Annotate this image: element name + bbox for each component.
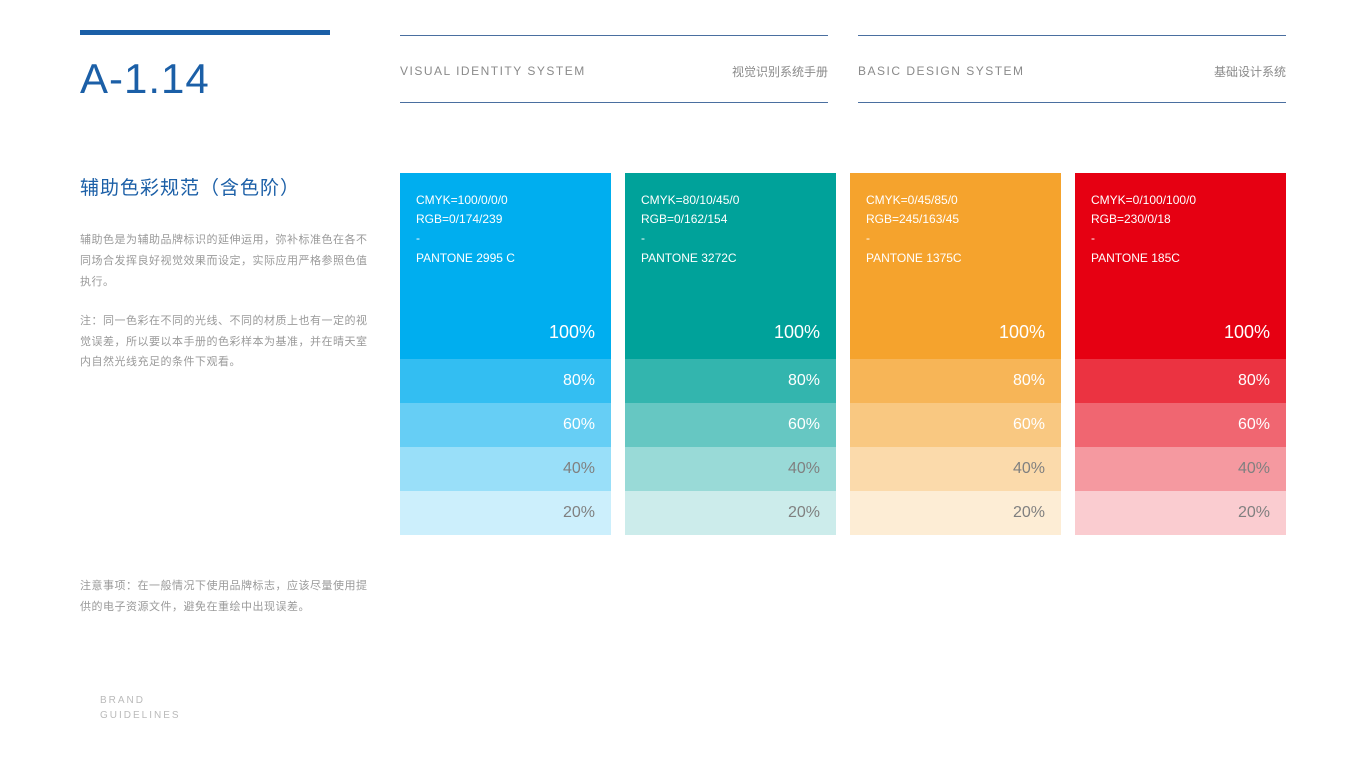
swatch-step: 20% [400, 491, 611, 535]
swatch-rgb: RGB=245/163/45 [866, 210, 1045, 229]
swatch-step: 60% [625, 403, 836, 447]
swatch-pct-100: 100% [416, 318, 595, 347]
swatch-step: 80% [850, 359, 1061, 403]
swatch-step: 80% [625, 359, 836, 403]
swatch-step: 20% [1075, 491, 1286, 535]
swatch-column: CMYK=0/100/100/0RGB=230/0/18-PANTONE 185… [1075, 173, 1286, 535]
header-left: A-1.14 [80, 30, 370, 103]
swatch-rgb: RGB=0/162/154 [641, 210, 820, 229]
header-block-basic: BASIC DESIGN SYSTEM 基础设计系统 [858, 35, 1286, 103]
left-column: 辅助色彩规范（含色阶） 辅助色是为辅助品牌标识的延伸运用，弥补标准色在各不同场合… [80, 173, 370, 535]
swatch-rgb: RGB=0/174/239 [416, 210, 595, 229]
swatch-column: CMYK=0/45/85/0RGB=245/163/45-PANTONE 137… [850, 173, 1061, 535]
swatch-pantone: PANTONE 1375C [866, 249, 1045, 268]
swatch-pantone: PANTONE 3272C [641, 249, 820, 268]
swatch-pct-100: 100% [866, 318, 1045, 347]
page-title: 辅助色彩规范（含色阶） [80, 173, 370, 200]
description-2: 注：同一色彩在不同的光线、不同的材质上也有一定的视觉误差，所以要以本手册的色彩样… [80, 311, 370, 374]
swatch-dash: - [866, 229, 1045, 248]
swatch-info: CMYK=80/10/45/0RGB=0/162/154-PANTONE 327… [641, 191, 820, 268]
brand-footer-line2: GUIDELINES [100, 708, 181, 723]
swatch-info: CMYK=0/45/85/0RGB=245/163/45-PANTONE 137… [866, 191, 1045, 268]
swatch-step: 80% [400, 359, 611, 403]
swatch-step: 40% [625, 447, 836, 491]
accent-bar [80, 30, 330, 35]
swatch-column: CMYK=80/10/45/0RGB=0/162/154-PANTONE 327… [625, 173, 836, 535]
swatch-grid: CMYK=100/0/0/0RGB=0/174/239-PANTONE 2995… [400, 173, 1286, 535]
swatch-step: 60% [850, 403, 1061, 447]
swatch-dash: - [1091, 229, 1270, 248]
swatch-step: 20% [850, 491, 1061, 535]
header-cn-2: 基础设计系统 [1214, 63, 1286, 80]
swatch-step: 80% [1075, 359, 1286, 403]
header-cn-1: 视觉识别系统手册 [732, 63, 828, 80]
swatch-main: CMYK=0/100/100/0RGB=230/0/18-PANTONE 185… [1075, 173, 1286, 359]
swatch-step: 60% [400, 403, 611, 447]
swatch-main: CMYK=100/0/0/0RGB=0/174/239-PANTONE 2995… [400, 173, 611, 359]
swatch-rgb: RGB=230/0/18 [1091, 210, 1270, 229]
swatch-main: CMYK=0/45/85/0RGB=245/163/45-PANTONE 137… [850, 173, 1061, 359]
swatch-pct-100: 100% [641, 318, 820, 347]
brand-footer-line1: BRAND [100, 693, 181, 708]
footer-note: 注意事项：在一般情况下使用品牌标志，应该尽量使用提供的电子资源文件，避免在重绘中… [80, 576, 370, 618]
swatch-step: 20% [625, 491, 836, 535]
description-1: 辅助色是为辅助品牌标识的延伸运用，弥补标准色在各不同场合发挥良好视觉效果而设定，… [80, 230, 370, 293]
swatch-dash: - [416, 229, 595, 248]
swatch-main: CMYK=80/10/45/0RGB=0/162/154-PANTONE 327… [625, 173, 836, 359]
header-en-2: BASIC DESIGN SYSTEM [858, 64, 1025, 78]
swatch-column: CMYK=100/0/0/0RGB=0/174/239-PANTONE 2995… [400, 173, 611, 535]
swatch-dash: - [641, 229, 820, 248]
swatch-step: 60% [1075, 403, 1286, 447]
section-number: A-1.14 [80, 55, 370, 103]
swatch-cmyk: CMYK=0/100/100/0 [1091, 191, 1270, 210]
swatch-pantone: PANTONE 2995 C [416, 249, 595, 268]
swatch-pct-100: 100% [1091, 318, 1270, 347]
swatch-cmyk: CMYK=100/0/0/0 [416, 191, 595, 210]
header-en-1: VISUAL IDENTITY SYSTEM [400, 64, 586, 78]
swatch-pantone: PANTONE 185C [1091, 249, 1270, 268]
swatch-step: 40% [400, 447, 611, 491]
swatch-info: CMYK=100/0/0/0RGB=0/174/239-PANTONE 2995… [416, 191, 595, 268]
swatch-step: 40% [1075, 447, 1286, 491]
swatch-info: CMYK=0/100/100/0RGB=230/0/18-PANTONE 185… [1091, 191, 1270, 268]
swatch-cmyk: CMYK=80/10/45/0 [641, 191, 820, 210]
header-block-visual: VISUAL IDENTITY SYSTEM 视觉识别系统手册 [400, 35, 828, 103]
swatch-step: 40% [850, 447, 1061, 491]
swatch-cmyk: CMYK=0/45/85/0 [866, 191, 1045, 210]
brand-footer: BRAND GUIDELINES [100, 693, 181, 723]
